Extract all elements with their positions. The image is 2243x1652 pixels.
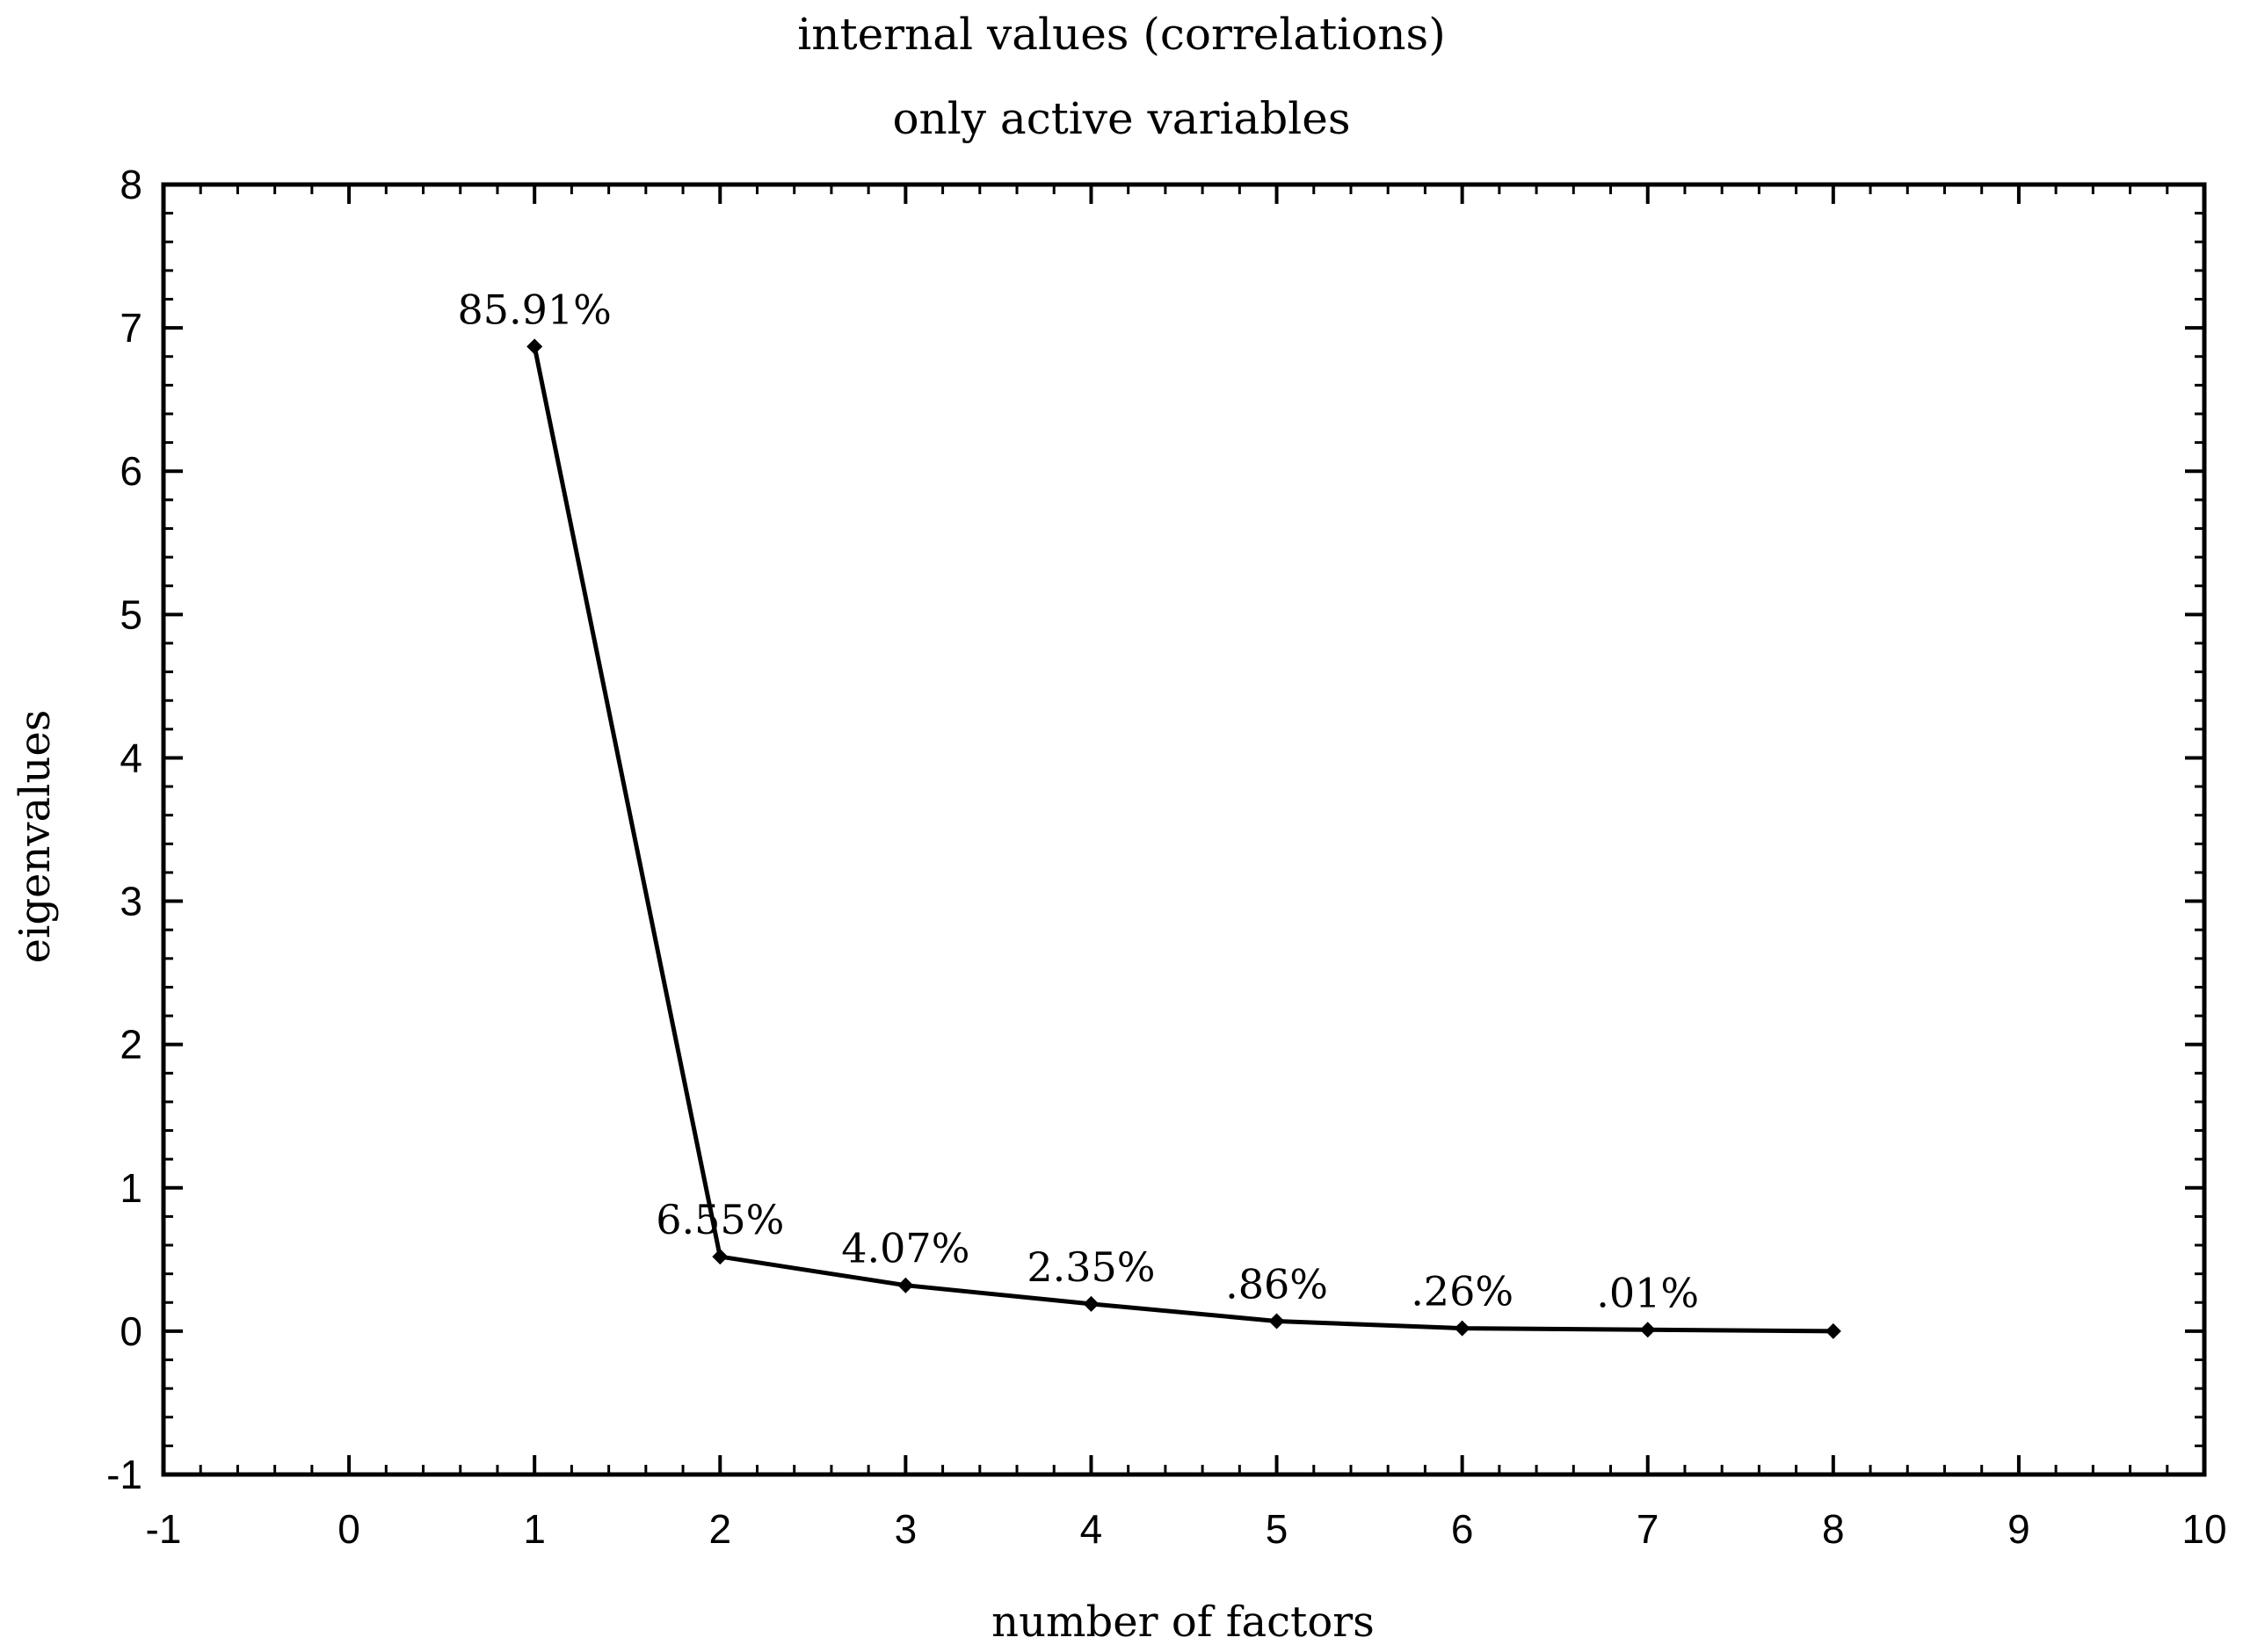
data-point-label: 2.35%	[1027, 1243, 1155, 1291]
data-point-label: 85.91%	[457, 286, 611, 333]
chart-subtitle: only active variables	[892, 93, 1350, 144]
y-tick-label: 0	[120, 1308, 142, 1354]
data-point-label: .26%	[1411, 1268, 1513, 1315]
y-tick-label: 5	[120, 591, 142, 637]
data-point-label: .01%	[1596, 1269, 1699, 1316]
y-tick-label: 6	[120, 448, 142, 494]
data-point-label: 4.07%	[841, 1225, 969, 1272]
y-tick-label: 3	[120, 879, 142, 924]
data-point-marker	[526, 338, 543, 355]
data-point-label: 6.55%	[656, 1196, 784, 1243]
x-tick-label: 3	[895, 1506, 918, 1552]
plot-frame	[161, 182, 2207, 1477]
x-tick-label: 9	[2007, 1506, 2030, 1552]
x-tick-label: 8	[1822, 1506, 1845, 1552]
plot-area: -1 0 1 2 3 4 5 6 7 8 9 10 -1 0 1 2 3 4 5 6 7 8 85.91% 6.55% 4.07…	[106, 162, 2226, 1552]
x-tick-label: 7	[1637, 1506, 1659, 1552]
data-point-marker	[712, 1249, 729, 1265]
x-tick-label: 4	[1080, 1506, 1103, 1552]
data-point-label: .86%	[1225, 1260, 1328, 1308]
x-tick-label: 0	[338, 1506, 360, 1552]
data-point-marker	[1083, 1295, 1100, 1312]
y-tick-label: 2	[120, 1022, 142, 1068]
y-tick-label: -1	[106, 1452, 142, 1497]
data-point-marker	[1454, 1320, 1470, 1337]
data-point-marker	[897, 1277, 914, 1293]
x-tick-label: 10	[2181, 1506, 2226, 1552]
x-tick-label: -1	[146, 1506, 182, 1552]
data-point-marker	[1268, 1313, 1285, 1330]
y-tick-label: 4	[120, 735, 142, 780]
data-point-marker	[1639, 1322, 1656, 1338]
x-axis-label: number of factors	[991, 1598, 1375, 1647]
x-tick-label: 6	[1451, 1506, 1474, 1552]
x-tick-label: 2	[708, 1506, 731, 1552]
eigenvalue-line	[532, 345, 1833, 1334]
y-tick-label: 7	[120, 305, 142, 351]
y-axis-label: eigenvalues	[11, 710, 60, 964]
y-tick-label: 1	[120, 1165, 142, 1211]
chart-title: internal values (correlations)	[797, 9, 1445, 60]
x-tick-label: 5	[1266, 1506, 1288, 1552]
data-point-marker	[1825, 1322, 1841, 1339]
y-tick-label: 8	[120, 162, 142, 207]
x-tick-label: 1	[523, 1506, 546, 1552]
